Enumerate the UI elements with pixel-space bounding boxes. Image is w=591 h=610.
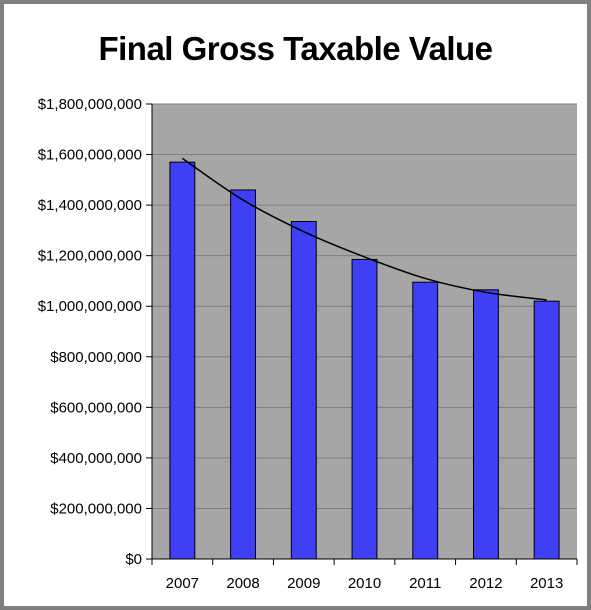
bar-2009 [290,221,317,560]
bar-2010 [351,258,378,560]
x-tick-label: 2008 [226,575,259,592]
y-tick-label: $0 [125,551,142,568]
x-tick-label: 2011 [409,575,441,592]
x-tick-label: 2007 [166,575,199,592]
bar-2007 [169,161,196,560]
x-tick-label: 2010 [348,575,381,592]
bar-2013 [533,300,560,560]
y-tick-label: $1,600,000,000 [38,147,142,164]
x-tick-label: 2013 [530,575,563,592]
y-tick-label: $1,400,000,000 [38,197,142,214]
bar-2011 [412,281,439,560]
y-tick-label: $1,800,000,000 [38,96,142,113]
chart-title: Final Gross Taxable Value [98,30,493,67]
x-tick-label: 2012 [469,575,502,592]
y-tick-label: $1,000,000,000 [38,298,142,315]
trendline [181,157,547,301]
y-tick-label: $1,200,000,000 [38,248,142,265]
y-tick-label: $200,000,000 [50,500,142,517]
x-tick-label: 2009 [287,575,320,592]
bar-2012 [472,289,499,560]
y-tick-label: $800,000,000 [50,349,142,366]
y-tick-label: $600,000,000 [50,399,142,416]
y-tick-label: $400,000,000 [50,450,142,467]
bar-2008 [230,189,257,560]
